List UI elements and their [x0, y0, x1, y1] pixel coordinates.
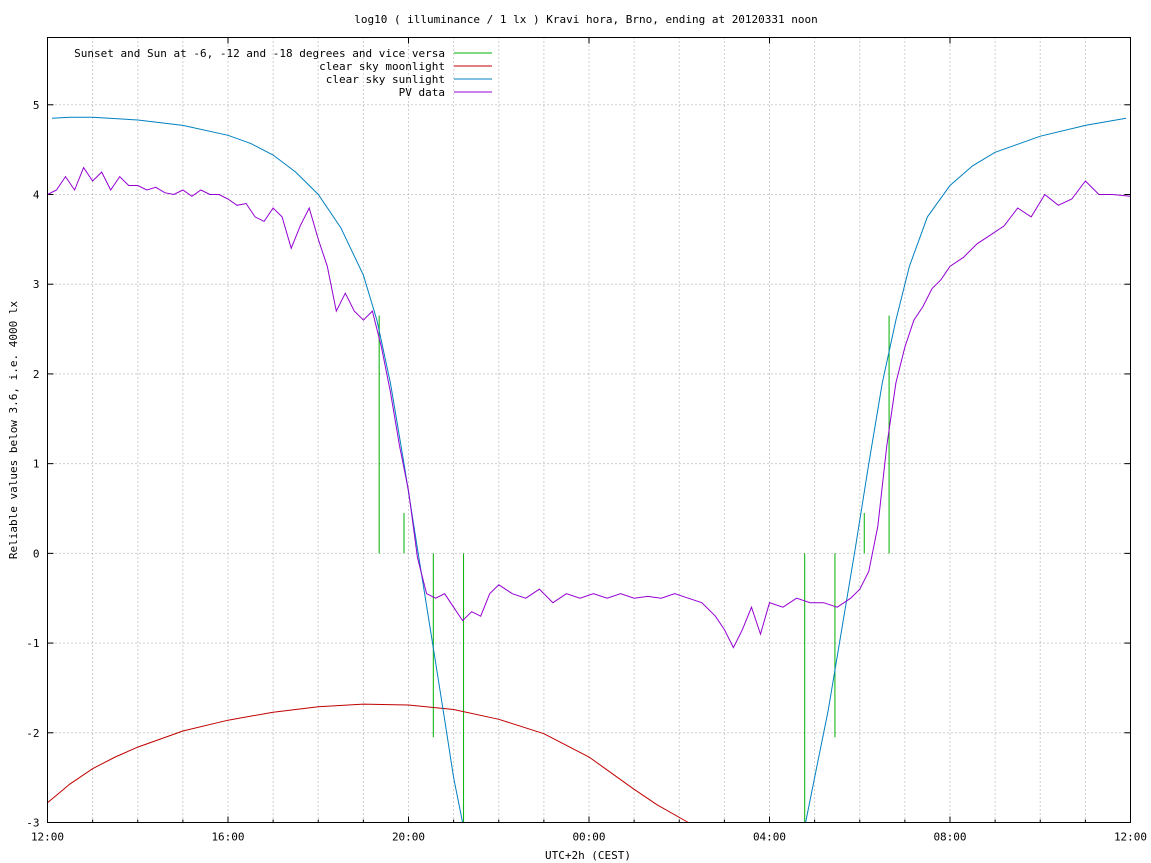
x-tick-label: 20:00	[392, 831, 425, 844]
y-tick-label: -2	[26, 727, 39, 740]
y-tick-label: 3	[33, 278, 40, 291]
series-line	[47, 703, 689, 823]
tick-labels: 12:00 16:00 20:00 00:00 04:00 08:00 12:00-3-2-…	[26, 99, 1147, 844]
y-tick-label: 2	[33, 368, 40, 381]
plot-area	[47, 116, 1131, 823]
series-group	[47, 703, 689, 823]
x-axis-label: UTC+2h (CEST)	[545, 849, 631, 862]
plot-frame	[47, 37, 1131, 823]
y-tick-label: 1	[33, 458, 40, 471]
series-group	[378, 315, 890, 823]
x-tick-label: 16:00	[211, 831, 244, 844]
x-tick-label: 08:00	[933, 831, 966, 844]
series-line	[47, 166, 1131, 649]
series-group	[47, 166, 1131, 649]
series-line	[51, 116, 464, 823]
y-tick-label: -1	[26, 637, 39, 650]
y-axis-label: Reliable values below 3.6, i.e. 4000 lx	[7, 300, 20, 559]
chart-title: log10 ( illuminance / 1 lx ) Kravi hora,…	[354, 13, 818, 26]
x-tick-label: 04:00	[753, 831, 786, 844]
legend-label: clear sky moonlight	[319, 60, 445, 73]
series-group	[51, 116, 1127, 823]
x-tick-label: 12:00	[1114, 831, 1147, 844]
grid	[47, 37, 1131, 823]
legend-label: Sunset and Sun at -6, -12 and -18 degree…	[74, 47, 445, 60]
series-line	[805, 117, 1127, 823]
legend-label: clear sky sunlight	[326, 73, 445, 86]
legend: Sunset and Sun at -6, -12 and -18 degree…	[74, 47, 492, 99]
x-tick-label: 00:00	[572, 831, 605, 844]
y-tick-label: 4	[33, 189, 40, 202]
legend-label: PV data	[399, 86, 445, 99]
y-tick-label: -3	[26, 817, 39, 830]
y-tick-label: 0	[33, 547, 40, 560]
x-tick-label: 12:00	[31, 831, 64, 844]
y-tick-label: 5	[33, 99, 40, 112]
